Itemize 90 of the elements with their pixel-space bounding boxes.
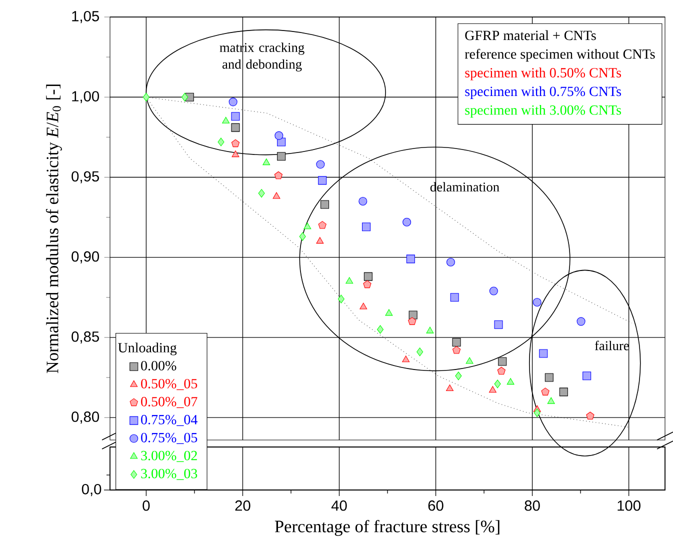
point [272, 192, 280, 199]
point [408, 310, 418, 320]
point [228, 98, 238, 106]
point [316, 237, 324, 244]
y-tick-label: 0,80 [72, 412, 100, 424]
y-tick-label: 0,95 [72, 171, 99, 184]
annotation: failure [594, 340, 629, 350]
point [466, 357, 474, 364]
point [576, 317, 586, 326]
point [376, 325, 384, 334]
point [586, 412, 594, 420]
point [360, 302, 368, 310]
point [541, 388, 550, 396]
point [446, 384, 454, 392]
point [320, 200, 330, 209]
annotation: specimen with 0.75% CNTs [465, 86, 622, 99]
x-tick-label: 0 [142, 500, 150, 511]
legend-label: 3.00%_03 [141, 468, 198, 480]
point [338, 294, 344, 304]
point [498, 357, 507, 366]
point [277, 152, 286, 161]
point [231, 123, 240, 132]
point [274, 131, 284, 140]
point [299, 232, 306, 241]
point [258, 188, 265, 198]
point [222, 116, 230, 124]
point [402, 356, 410, 362]
x-tick-label: 100 [618, 500, 640, 511]
point [218, 138, 224, 146]
point [402, 218, 412, 226]
point [231, 112, 240, 121]
y-tick-label: 0,85 [72, 331, 99, 344]
point [494, 320, 503, 329]
point [231, 139, 240, 148]
point [358, 196, 368, 206]
point [408, 317, 416, 325]
annotation: reference specimen without CNTs [464, 48, 655, 62]
legend-label: 0.50%_05 [141, 378, 198, 390]
point [232, 150, 240, 158]
point [559, 388, 568, 396]
point [494, 380, 501, 388]
annotation: specimen with 3.00% CNTs [465, 104, 622, 118]
annotation: GFRP material + CNTs [465, 30, 596, 40]
point [182, 92, 188, 102]
point [547, 397, 555, 404]
point [544, 373, 554, 382]
point [452, 338, 461, 347]
point [363, 280, 372, 288]
point [582, 372, 592, 380]
x-tick-label: 80 [524, 500, 540, 511]
point [506, 378, 514, 385]
point [316, 160, 325, 169]
point [532, 298, 542, 306]
point [406, 254, 415, 264]
point [539, 349, 548, 358]
point [534, 408, 540, 418]
point [262, 158, 270, 166]
legend-label: 0.75%_05 [141, 432, 198, 444]
point [364, 272, 372, 281]
text: 0,0 [82, 484, 102, 496]
legend-label: 0.50%_07 [141, 396, 198, 408]
x-axis-title: Percentage of fracture stress [%] [274, 520, 500, 536]
point [489, 286, 498, 296]
legend-label: 0.75%_04 [141, 414, 198, 426]
annotation: specimen with 0.50% CNTs [465, 68, 622, 80]
y-tick-label: 0,90 [72, 251, 100, 264]
point [450, 293, 459, 302]
point [362, 222, 371, 232]
point [274, 171, 283, 180]
x-tick-label: 20 [235, 500, 250, 511]
point [446, 258, 455, 266]
point [385, 309, 393, 316]
legend-label: 3.00%_02 [141, 450, 197, 462]
point [142, 92, 150, 102]
y-tick-label: 1,05 [72, 10, 99, 24]
point [455, 372, 462, 380]
legend-title: Unloading [118, 342, 177, 356]
point [452, 346, 461, 354]
point [304, 222, 312, 230]
point [346, 277, 354, 284]
point [416, 348, 424, 356]
y-tick-label: 1,00 [72, 91, 100, 104]
point [497, 366, 506, 375]
point [426, 326, 434, 334]
point [318, 176, 327, 185]
point [488, 386, 496, 393]
point [318, 221, 326, 229]
legend-label: 0.00% [141, 360, 176, 370]
x-tick-label: 40 [331, 500, 347, 511]
x-tick-label: 60 [428, 500, 444, 511]
